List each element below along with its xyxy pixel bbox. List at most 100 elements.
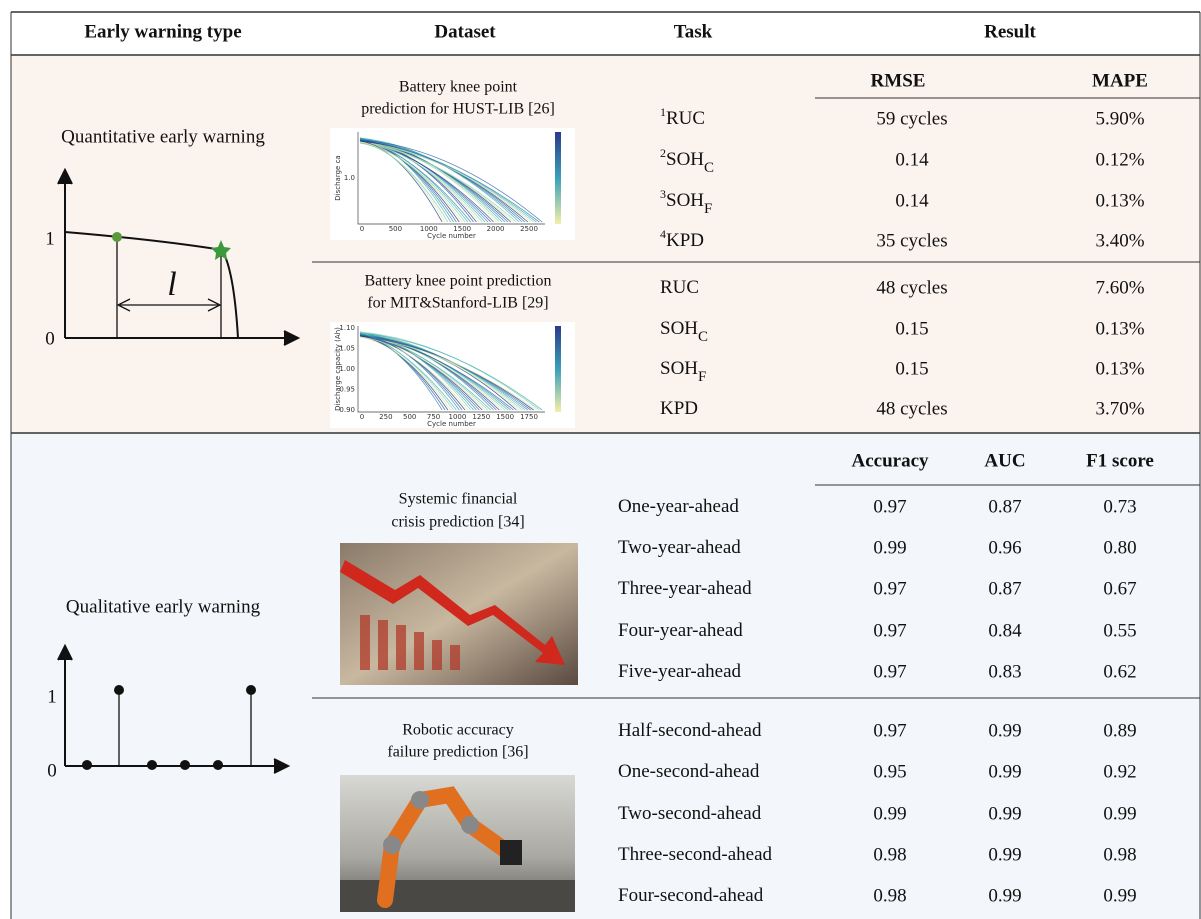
- quantitative-band: [11, 55, 1201, 433]
- task-name: Five-year-ahead: [618, 661, 742, 682]
- result-value: 48 cycles: [876, 277, 947, 298]
- result-value: 0.96: [988, 537, 1021, 558]
- axis-label: 0: [45, 328, 55, 349]
- metric-header: AUC: [984, 450, 1025, 471]
- result-value: 0.97: [873, 720, 906, 741]
- thumb-x-tick: 1000: [420, 225, 438, 233]
- thumb-x-tick: 250: [379, 413, 392, 421]
- task-name: Two-second-ahead: [618, 803, 762, 824]
- task: Two-second-ahead: [618, 803, 762, 824]
- result-value: 7.60%: [1095, 277, 1144, 298]
- task: SOHF: [660, 358, 706, 385]
- task-name: RUC: [660, 277, 699, 298]
- thumb-y-tick: 0.95: [339, 386, 355, 394]
- task-name: Two-year-ahead: [618, 537, 741, 558]
- task: SOHC: [660, 318, 708, 345]
- thumb-x-tick: 0: [360, 413, 364, 421]
- thumb-x-label: Cycle number: [427, 232, 476, 240]
- result-value: 0.99: [873, 803, 906, 824]
- result-value: 0.14: [895, 190, 929, 211]
- thumb-y-tick: 1.0: [344, 174, 355, 182]
- dataset-title: crisis prediction [34]: [391, 514, 524, 531]
- thumb-y-tick: 1.00: [339, 365, 355, 373]
- result-value: 0.99: [988, 761, 1021, 782]
- task-name: SOH: [660, 358, 698, 379]
- interval-label: l: [167, 266, 176, 303]
- result-value: 0.92: [1103, 761, 1136, 782]
- task: One-second-ahead: [618, 761, 760, 782]
- result-value: 0.15: [895, 358, 928, 379]
- result-value: 0.99: [988, 720, 1021, 741]
- thumb-x-tick: 750: [427, 413, 440, 421]
- result-value: 0.67: [1103, 578, 1136, 599]
- task-name: Half-second-ahead: [618, 720, 762, 741]
- axis-label: 1: [45, 228, 55, 249]
- task-name: Four-year-ahead: [618, 620, 743, 641]
- thumbnail-curve: [359, 142, 517, 223]
- thumbnail-bg: [330, 128, 575, 240]
- thumb-x-tick: 2000: [487, 225, 505, 233]
- result-value: 0.89: [1103, 720, 1136, 741]
- thumb-x-tick: 2500: [520, 225, 538, 233]
- result-value: 0.84: [988, 620, 1022, 641]
- colorbar: [555, 326, 561, 412]
- quantitative-diagram: [57, 167, 301, 346]
- result-value: 0.99: [988, 803, 1021, 824]
- result-value: 0.15: [895, 318, 928, 339]
- task: 3SOHF: [660, 187, 712, 218]
- result-value: 0.99: [1103, 803, 1136, 824]
- metric-header: F1 score: [1086, 450, 1154, 471]
- thumb-x-tick: 500: [403, 413, 416, 421]
- task: Three-year-ahead: [618, 578, 752, 599]
- thumbnail-curve: [359, 139, 543, 223]
- dataset-title: failure prediction [36]: [387, 744, 528, 761]
- qualitative-diagram: [57, 643, 291, 774]
- task: Half-second-ahead: [618, 720, 762, 741]
- result-value: 0.13%: [1095, 190, 1144, 211]
- task-sub: F: [698, 369, 706, 385]
- thumb-y-tick: 1.05: [339, 345, 355, 353]
- column-header: Task: [674, 21, 713, 42]
- result-value: 0.13%: [1095, 358, 1144, 379]
- thumb-x-tick: 1500: [496, 413, 514, 421]
- metric-header: MAPE: [1092, 70, 1148, 91]
- result-value: 5.90%: [1095, 108, 1144, 129]
- result-value: 0.97: [873, 578, 906, 599]
- task-sub: F: [704, 201, 712, 217]
- task-sub: C: [704, 160, 714, 176]
- task-name: SOH: [666, 149, 704, 170]
- task-name: SOH: [666, 190, 704, 211]
- task-name: One-second-ahead: [618, 761, 760, 782]
- warning-type: Qualitative early warning: [66, 596, 261, 617]
- result-value: 0.97: [873, 496, 906, 517]
- task: Two-year-ahead: [618, 537, 741, 558]
- result-value: 0.97: [873, 620, 906, 641]
- thumb-y-tick: 0.90: [339, 406, 355, 414]
- robot-image: [340, 775, 575, 912]
- thumb-x-tick: 1000: [449, 413, 467, 421]
- thumbnail-axes: [357, 132, 545, 225]
- result-value: 0.80: [1103, 537, 1136, 558]
- thumbnail-chart: 0 500 1000 1500 2000 2500 1.0 Cycle number Disch…: [330, 128, 575, 240]
- task-note: 1: [660, 105, 666, 119]
- result-value: 0.99: [873, 537, 906, 558]
- thumbnail-curve: [359, 336, 469, 411]
- thumb-y-label: Discharge capacity (Ah): [334, 327, 342, 411]
- thumb-x-tick: 500: [389, 225, 402, 233]
- metric-header: Accuracy: [851, 450, 929, 471]
- task-name: SOH: [660, 318, 698, 339]
- task: 4KPD: [660, 227, 704, 252]
- task: Four-second-ahead: [618, 885, 764, 906]
- result-value: 0.55: [1103, 620, 1136, 641]
- result-value: 0.14: [895, 149, 929, 170]
- thumbnail-chart: 0 250 500 750 1000 1250 1500 1750 0.90 0.95 1.00 1.…: [330, 322, 575, 428]
- column-header: Early warning type: [84, 21, 241, 42]
- task: Five-year-ahead: [618, 661, 742, 682]
- task: 1RUC: [660, 105, 705, 130]
- result-value: 0.97: [873, 661, 906, 682]
- warning-type: Quantitative early warning: [61, 126, 265, 147]
- result-value: 0.87: [988, 496, 1021, 517]
- axis-label: 1: [47, 686, 57, 707]
- thumbnail-curve: [359, 140, 443, 223]
- result-value: 0.73: [1103, 496, 1136, 517]
